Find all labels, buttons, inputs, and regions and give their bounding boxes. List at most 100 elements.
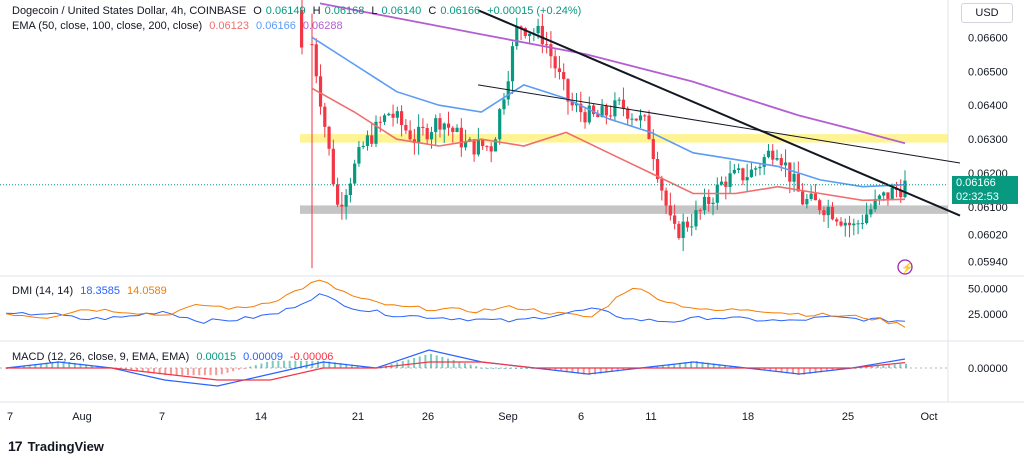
macd-histogram-bar — [893, 364, 896, 368]
candle-body — [489, 146, 493, 152]
macd-histogram-bar — [28, 364, 31, 368]
macd-histogram-bar — [656, 365, 659, 368]
candle-body — [788, 162, 792, 182]
macd-histogram-bar — [712, 363, 715, 368]
macd-histogram-bar — [136, 368, 139, 372]
macd-legend: MACD (12, 26, close, 9, EMA, EMA) 0.0001… — [12, 350, 337, 364]
macd-histogram-bar — [147, 368, 150, 373]
candle-body — [404, 125, 408, 131]
candle-body — [668, 205, 672, 216]
candle-body — [660, 178, 664, 191]
macd-histogram-bar — [469, 364, 472, 368]
candle-body — [502, 99, 506, 110]
candle-body — [476, 139, 480, 155]
candle-body — [830, 206, 835, 220]
candle-body — [340, 204, 344, 207]
candle-body — [779, 158, 783, 166]
candle-body — [702, 196, 707, 211]
ema50-line — [311, 87, 906, 202]
candle-body — [707, 196, 711, 205]
candle-body — [399, 111, 404, 126]
candle-body — [442, 123, 446, 130]
macd-histogram-bar — [203, 368, 206, 376]
macd-histogram-bar — [526, 368, 529, 369]
candle-body — [724, 181, 728, 187]
macd-histogram-bar — [582, 368, 585, 375]
macd-histogram-bar — [763, 368, 766, 371]
macd-v3: -0.00006 — [290, 351, 334, 363]
x-axis-tick: 7 — [7, 411, 13, 423]
candle-body — [613, 100, 617, 117]
macd-histogram-bar — [610, 368, 613, 373]
candle-body — [847, 222, 852, 226]
macd-histogram-bar — [68, 362, 71, 368]
candle-body — [711, 202, 715, 205]
macd-histogram-bar — [548, 368, 551, 370]
low-value: 0.06140 — [381, 5, 422, 17]
candle-body — [570, 101, 574, 106]
candle-body — [579, 103, 583, 113]
candle-body — [719, 181, 724, 185]
candle-body — [434, 118, 438, 133]
candle-body — [446, 123, 451, 128]
candle-body — [596, 114, 600, 118]
candle-body — [681, 221, 685, 239]
candle-body — [758, 166, 762, 169]
currency-button[interactable]: USD — [961, 3, 1013, 23]
macd-histogram-bar — [254, 365, 257, 368]
macd-histogram-bar — [803, 368, 806, 375]
candle-body — [839, 221, 843, 226]
macd-histogram-bar — [175, 368, 178, 376]
candle-body — [391, 113, 395, 118]
macd-histogram-bar — [356, 365, 359, 368]
candle-body — [412, 139, 416, 144]
macd-histogram-bar — [333, 362, 336, 368]
candle-body — [344, 195, 348, 207]
macd-histogram-bar — [164, 368, 167, 376]
close-value: 0.06166 — [440, 5, 481, 17]
macd-histogram-bar — [780, 368, 783, 373]
macd-histogram-bar — [424, 354, 427, 368]
candle-body — [485, 146, 489, 148]
macd-histogram-bar — [130, 368, 133, 371]
candle-body — [890, 187, 894, 200]
x-axis-tick: Aug — [72, 411, 92, 423]
candle-body — [417, 126, 421, 144]
x-axis-tick: 7 — [159, 411, 165, 423]
ema200-value: 0.06288 — [302, 20, 343, 32]
candle-body — [882, 192, 886, 196]
x-axis-tick: 14 — [255, 411, 267, 423]
macd-signal-line — [6, 361, 906, 381]
macd-histogram-bar — [237, 368, 240, 370]
macd-histogram-bar — [560, 368, 563, 372]
macd-histogram-bar — [463, 363, 466, 368]
candle-body — [843, 222, 847, 226]
price-axis-tick: 0.06100 — [968, 202, 1008, 214]
macd-histogram-bar — [418, 356, 421, 368]
candle-body — [860, 223, 864, 225]
candle-body — [425, 128, 429, 140]
macd-histogram-bar — [232, 368, 235, 372]
candle-body — [519, 26, 523, 29]
macd-histogram-bar — [322, 360, 325, 368]
macd-v2: 0.00009 — [243, 351, 283, 363]
macd-histogram-bar — [690, 361, 693, 368]
price-axis-tick: 0.06020 — [968, 229, 1008, 241]
candle-body — [664, 190, 668, 206]
tradingview-brand[interactable]: 17 TradingView — [8, 438, 104, 454]
macd-histogram-bar — [413, 357, 416, 368]
candle-body — [873, 198, 877, 210]
macd-histogram-bar — [56, 361, 59, 368]
candle-body — [826, 206, 830, 216]
candle-body — [374, 121, 378, 144]
x-axis-tick: 21 — [352, 411, 364, 423]
candle-body — [745, 177, 749, 181]
tradingview-logo-icon: 17 — [8, 438, 23, 454]
candle-body — [421, 126, 425, 129]
candle-body — [557, 68, 562, 73]
candle-body — [523, 28, 527, 36]
macd-histogram-bar — [876, 365, 879, 368]
macd-histogram-bar — [622, 368, 625, 371]
change-value: +0.00015 (+0.24%) — [487, 5, 582, 17]
